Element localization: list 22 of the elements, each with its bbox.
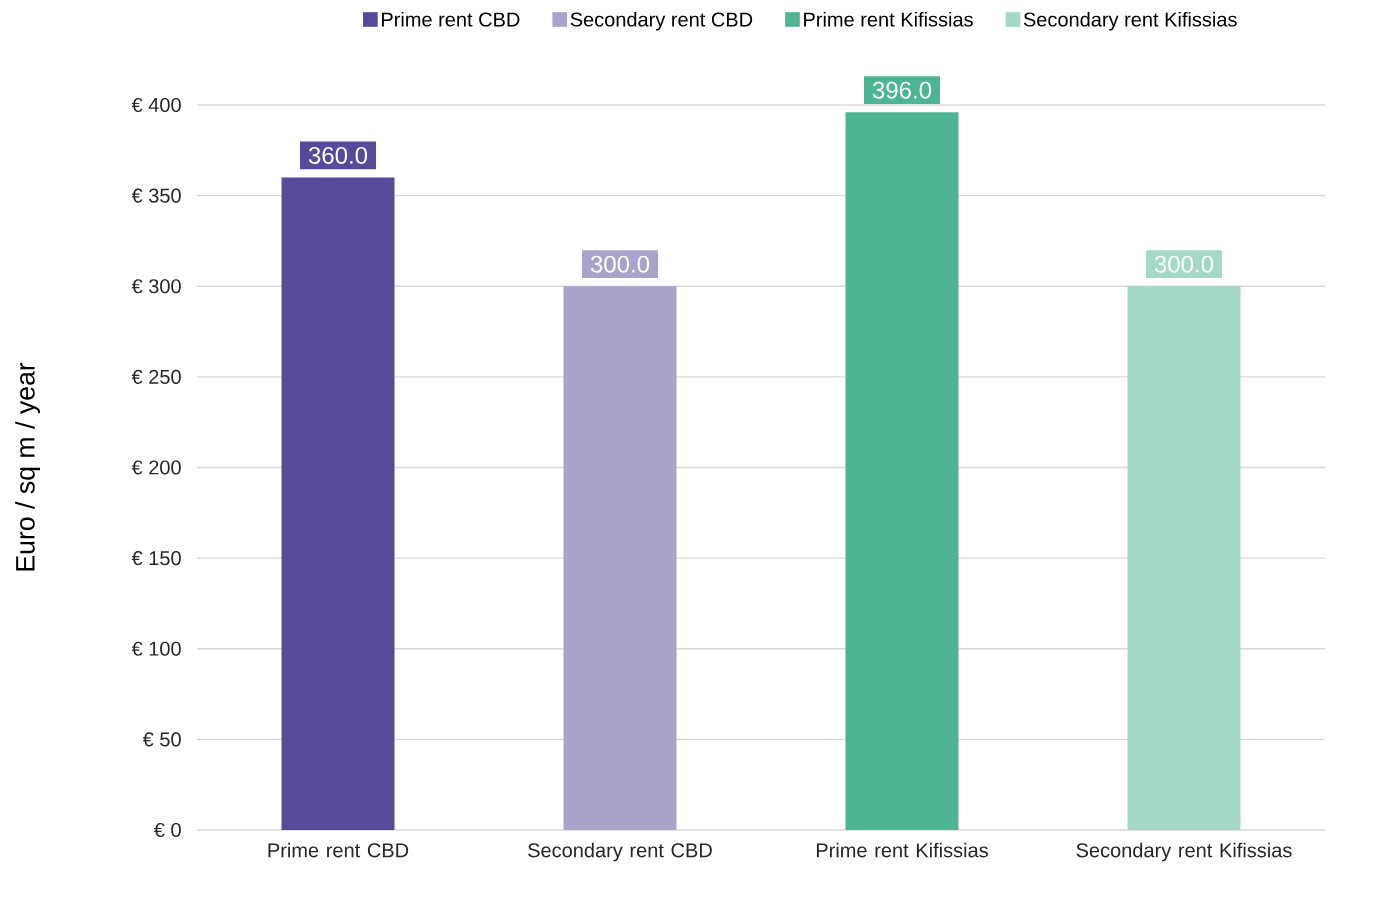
y-tick-label: € 200 xyxy=(131,460,181,475)
legend-label: Prime rent CBD xyxy=(382,11,520,27)
y-axis-title: Euro / sq m / year xyxy=(15,362,41,571)
y-tick-label: € 350 xyxy=(131,188,181,203)
x-tick-label: Prime rent Kifissias xyxy=(816,842,988,858)
x-tick-label: Secondary rent Kifissias xyxy=(1076,842,1292,862)
y-tick-label: € 250 xyxy=(131,369,181,384)
legend-label: Secondary rent Kifissias xyxy=(1023,11,1237,31)
y-tick-label: € 100 xyxy=(131,641,181,656)
data-label: 360.0 xyxy=(308,146,368,164)
legend-label: Prime rent Kifissias xyxy=(804,11,973,27)
y-tick-label: € 150 xyxy=(131,551,181,566)
data-label: 300.0 xyxy=(1154,255,1214,273)
data-label: 396.0 xyxy=(872,81,932,99)
y-tick-label: € 50 xyxy=(142,732,181,747)
x-tick-label: Prime rent CBD xyxy=(268,842,409,858)
data-label: 300.0 xyxy=(590,255,650,273)
y-tick-label: € 400 xyxy=(131,97,181,113)
y-tick-label: € 300 xyxy=(131,279,181,294)
x-tick-label: Secondary rent CBD xyxy=(528,842,712,862)
legend-label: Secondary rent CBD xyxy=(570,11,753,31)
y-tick-label: € 0 xyxy=(153,822,181,838)
